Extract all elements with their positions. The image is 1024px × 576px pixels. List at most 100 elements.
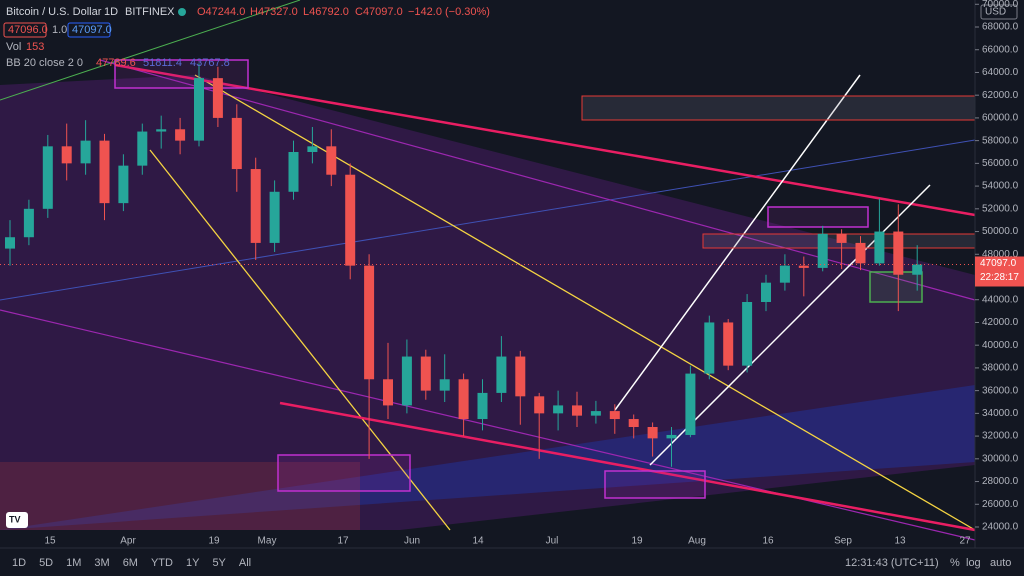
ask: 47097.0: [72, 24, 112, 36]
box: [277, 454, 411, 492]
time-label: Aug: [688, 536, 706, 547]
last-price: 47097.0: [980, 258, 1017, 269]
price-label: 64000.0: [982, 67, 1019, 78]
legend: Bitcoin / U.S. Dollar 1D BITFINEX O47244…: [3, 6, 490, 69]
price-label: 28000.0: [982, 476, 1019, 487]
time-label: 14: [472, 536, 484, 547]
candle-body: [666, 434, 677, 439]
pink-trendline: [279, 401, 976, 532]
price-label: 68000.0: [982, 22, 1019, 33]
price-label: 44000.0: [982, 294, 1019, 305]
yellow-line: [149, 149, 451, 531]
red-zone: [0, 462, 360, 530]
price-label: 24000.0: [982, 522, 1019, 533]
candle-body: [42, 146, 53, 209]
time-label: Jul: [546, 536, 559, 547]
price-label: 38000.0: [982, 363, 1019, 374]
vol-value: 153: [26, 41, 44, 53]
bid-badge[interactable]: [3, 22, 47, 38]
bb-name: BB 20 close 2 0: [6, 57, 83, 69]
clock: 12:31:43 (UTC+11): [845, 557, 939, 569]
candle-body: [439, 379, 450, 391]
candle-body: [345, 174, 356, 266]
candle-body: [798, 265, 809, 268]
candle-body: [572, 405, 582, 416]
price-label: 48000.0: [982, 249, 1019, 260]
range-button[interactable]: 1M: [66, 557, 81, 569]
candle-body: [534, 396, 545, 414]
candles: [0, 63, 975, 467]
time-label: Apr: [120, 536, 136, 547]
candle-body: [231, 117, 242, 170]
interval: 1D: [104, 6, 118, 18]
status-dot: [178, 8, 186, 16]
candle-body: [80, 140, 91, 164]
price-label: 52000.0: [982, 203, 1019, 214]
candle-body: [458, 379, 469, 420]
pink-trendline: [114, 63, 976, 217]
range-button[interactable]: 1Y: [186, 557, 200, 569]
candle-body: [420, 356, 431, 391]
candle-body: [742, 302, 753, 366]
range-button[interactable]: 5Y: [212, 557, 226, 569]
box: [767, 206, 869, 228]
candle-body: [23, 208, 34, 238]
price-label: 40000.0: [982, 340, 1019, 351]
auto-toggle[interactable]: auto: [990, 557, 1011, 569]
range-button[interactable]: YTD: [151, 557, 173, 569]
percent-toggle[interactable]: %: [950, 557, 960, 569]
box: [581, 95, 976, 121]
range-button[interactable]: 3M: [94, 557, 109, 569]
candle-body: [817, 233, 828, 268]
candle-body: [515, 356, 526, 397]
log-toggle[interactable]: log: [966, 557, 981, 569]
ohlc-low: L46792.0: [303, 6, 349, 18]
white-line: [614, 74, 861, 411]
exchange: BITFINEX: [125, 6, 175, 18]
candle-body: [553, 405, 564, 414]
box: [114, 59, 249, 89]
currency: USD: [985, 7, 1006, 18]
bb-upper: 51811.4: [143, 57, 182, 69]
candle-body: [118, 165, 129, 204]
range-button[interactable]: 5D: [39, 557, 53, 569]
purple-line: [0, 309, 976, 541]
bb-mid: 47789.6: [96, 57, 136, 69]
candle-body: [874, 231, 885, 264]
price-ticks: 24000.0 26000.0 28000.0 30000.0 32000.0 34000…: [975, 0, 1019, 533]
ask-badge[interactable]: [67, 22, 111, 38]
price-label: 58000.0: [982, 135, 1019, 146]
range-button[interactable]: 6M: [123, 557, 138, 569]
time-label: Jun: [404, 536, 420, 547]
logo-badge: [6, 512, 28, 528]
vol-name: Vol: [6, 41, 21, 53]
ohlc-open: O47244.0: [197, 6, 245, 18]
candle-body: [836, 233, 847, 243]
candle-body: [288, 152, 299, 192]
candle-body: [383, 379, 393, 406]
price-label: 34000.0: [982, 408, 1019, 419]
green-line: [0, 0, 301, 101]
price-label: 32000.0: [982, 431, 1019, 442]
purple-line: [99, 59, 976, 301]
change: −142.0 (−0.30%): [408, 6, 490, 18]
candle-body: [364, 265, 375, 380]
spread: 1.0: [52, 24, 67, 36]
time-label: 15: [44, 536, 56, 547]
time-label: 19: [208, 536, 220, 547]
range-button[interactable]: All: [239, 557, 251, 569]
blue-line: [0, 139, 976, 301]
candle-body: [590, 411, 601, 416]
price-label: 56000.0: [982, 158, 1019, 169]
symbol: Bitcoin / U.S. Dollar: [6, 6, 102, 18]
candle-body: [628, 419, 639, 427]
range-button[interactable]: 1D: [12, 557, 26, 569]
candle-body: [723, 322, 734, 366]
currency-button[interactable]: [980, 4, 1018, 20]
candle-body: [61, 146, 72, 164]
candle-body: [779, 265, 790, 283]
toolbar: 1D 5D 1M 3M 6M YTD 1Y 5Y All 12:31:43 (UTC+11)% lo…: [12, 557, 1011, 569]
candle-body: [912, 264, 923, 275]
time-label: 27: [959, 536, 971, 547]
